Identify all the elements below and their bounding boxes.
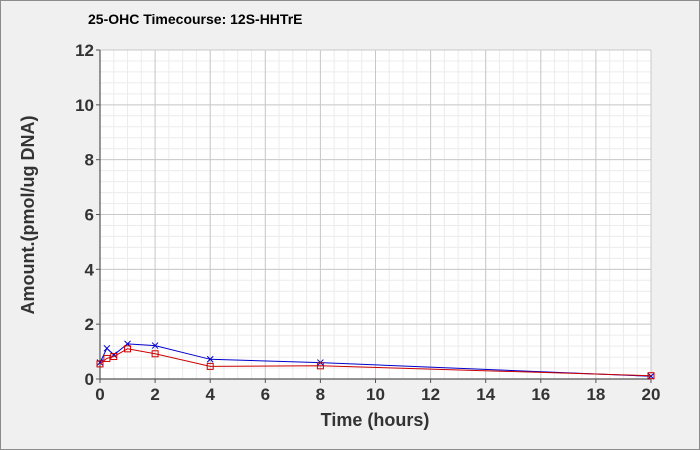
series-2-point [316,362,324,370]
series-1-point [206,355,214,363]
y-tick-label: 12 [75,41,94,60]
y-axis-label: Amount.(pmol/ug DNA) [18,116,38,315]
series-1-point [103,344,111,352]
x-axis-label: Time (hours) [321,410,430,430]
x-tick-label: 0 [95,385,104,404]
grid [99,49,652,380]
axes [96,49,652,383]
marker-stroke [103,344,111,352]
y-tick-label: 0 [85,370,94,389]
y-tick-label: 4 [85,260,95,279]
marker-stroke [206,355,214,363]
series-2-point [206,362,214,370]
y-tick-label: 2 [85,315,94,334]
series-2-line [99,348,652,377]
x-tick-label: 4 [205,385,215,404]
series-2-point [96,360,104,368]
series-2-point [103,354,111,362]
series-2-point [647,372,655,380]
tick-labels: 0 2 4 6 8 10 12 14 16 18 20 0 2 4 6 8 10 12 [75,41,660,404]
x-tick-label: 2 [150,385,159,404]
y-tick-label: 10 [75,96,94,115]
series-2-point [124,345,132,353]
x-tick-label: 16 [531,385,550,404]
chart-title: 25-OHC Timecourse: 12S-HHTrE [88,11,302,27]
x-tick-label: 14 [476,385,495,404]
x-tick-label: 8 [316,385,325,404]
x-tick-label: 6 [261,385,270,404]
series [96,340,655,380]
x-tick-label: 10 [366,385,385,404]
series-2-point [110,353,118,361]
y-tick-label: 6 [85,206,94,225]
x-tick-label: 20 [642,385,661,404]
x-tick-label: 12 [421,385,440,404]
series-2-point [151,350,159,358]
y-tick-label: 8 [85,151,94,170]
series-1-point [151,342,159,349]
x-tick-label: 18 [586,385,605,404]
marker-stroke [151,342,159,349]
